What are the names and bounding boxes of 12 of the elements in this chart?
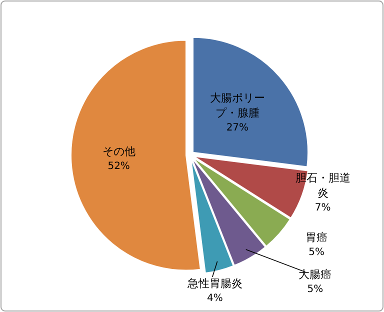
slice-label: 急性胃腸炎 xyxy=(187,276,242,291)
data-label: 52% xyxy=(106,160,131,174)
slice-label: 胆石・胆道炎 xyxy=(294,170,352,200)
slice-label: 大腸ポリープ・腺腫 xyxy=(208,90,266,121)
data-label: 4% xyxy=(206,292,224,306)
data-label: 27% xyxy=(225,122,250,136)
data-label: 7% xyxy=(314,201,332,216)
slice-label: その他 xyxy=(102,144,136,160)
slice-label: 胃癌 xyxy=(306,230,328,245)
data-label: 5% xyxy=(306,282,324,297)
data-label: 5% xyxy=(308,246,326,260)
slice-label: 大腸癌 xyxy=(298,266,332,282)
